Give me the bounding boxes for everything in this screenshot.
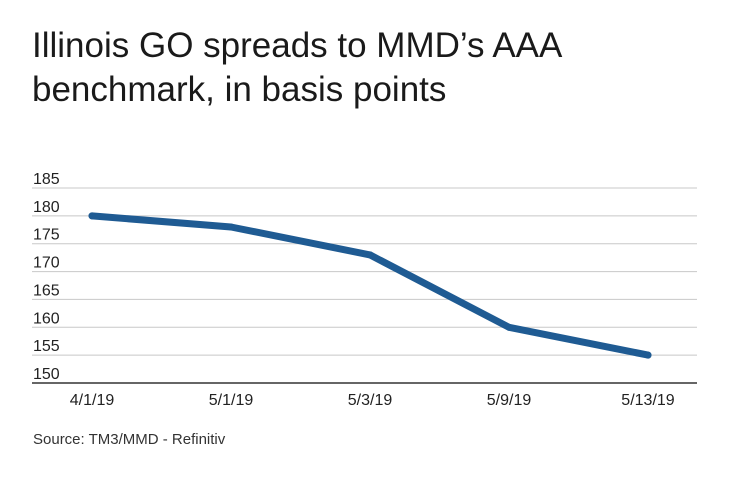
data-point [227, 223, 235, 231]
data-point [366, 251, 374, 259]
x-tick-label: 5/13/19 [621, 392, 674, 409]
data-point [644, 351, 652, 359]
x-tick-label: 4/1/19 [70, 392, 115, 409]
series-line [88, 212, 652, 359]
y-tick-label: 160 [33, 310, 60, 327]
source-note: Source: TM3/MMD - Refinitiv [33, 431, 226, 448]
x-tick-label: 5/1/19 [209, 392, 254, 409]
y-tick-label: 185 [33, 171, 60, 188]
x-tick-label: 5/3/19 [348, 392, 393, 409]
x-axis-tick-labels: 4/1/19 5/1/19 5/3/19 5/9/19 5/13/19 [70, 392, 675, 409]
series-lines [88, 212, 652, 359]
y-axis-tick-labels: 185 180 175 170 165 160 155 150 [33, 171, 60, 383]
chart-title: Illinois GO spreads to MMD’s AAA benchma… [32, 26, 561, 109]
y-tick-label: 175 [33, 227, 60, 244]
data-point [505, 323, 513, 331]
y-tick-label: 150 [33, 366, 60, 383]
gridlines [32, 187, 697, 356]
y-tick-label: 170 [33, 255, 60, 272]
y-tick-label: 165 [33, 282, 60, 299]
y-tick-label: 180 [33, 199, 60, 216]
x-tick-label: 5/9/19 [487, 392, 532, 409]
y-tick-label: 155 [33, 338, 60, 355]
data-point [88, 212, 96, 220]
